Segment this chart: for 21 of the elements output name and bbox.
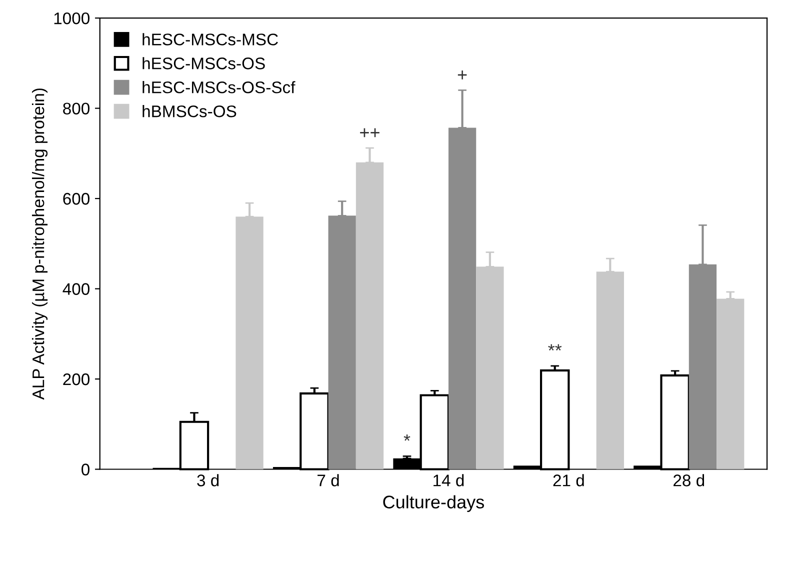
y-axis-title: ALP Activity (µM p-nitrophenol/mg protein) — [32, 88, 48, 400]
legend-label: hESC-MSCs-OS-Scf — [142, 81, 296, 94]
data-label: * — [404, 434, 410, 441]
x-axis-title: Culture-days — [383, 495, 484, 512]
y-tick-label: 600 — [63, 192, 90, 205]
x-tick-label: 14 d — [434, 474, 464, 486]
x-tick-label: 21 d — [553, 474, 584, 486]
x-tick-label: 7 d — [318, 474, 339, 486]
data-label: + — [458, 70, 467, 80]
data-label: ** — [548, 344, 562, 351]
x-tick-label: 28 d — [674, 474, 704, 486]
y-tick-label: 800 — [63, 102, 90, 114]
x-tick-label: 3 d — [197, 474, 219, 486]
legend-label: hESC-MSCs-OS — [142, 57, 265, 70]
y-tick-label: 400 — [62, 283, 90, 295]
data-label: ++ — [360, 128, 380, 138]
legend-label: hBMSCs-OS — [142, 105, 236, 118]
legend-label: hESC-MSCs-MSC — [142, 33, 278, 46]
y-tick-label: 0 — [82, 464, 90, 476]
y-tick-label: 1000 — [54, 12, 90, 24]
y-tick-label: 200 — [63, 373, 90, 386]
